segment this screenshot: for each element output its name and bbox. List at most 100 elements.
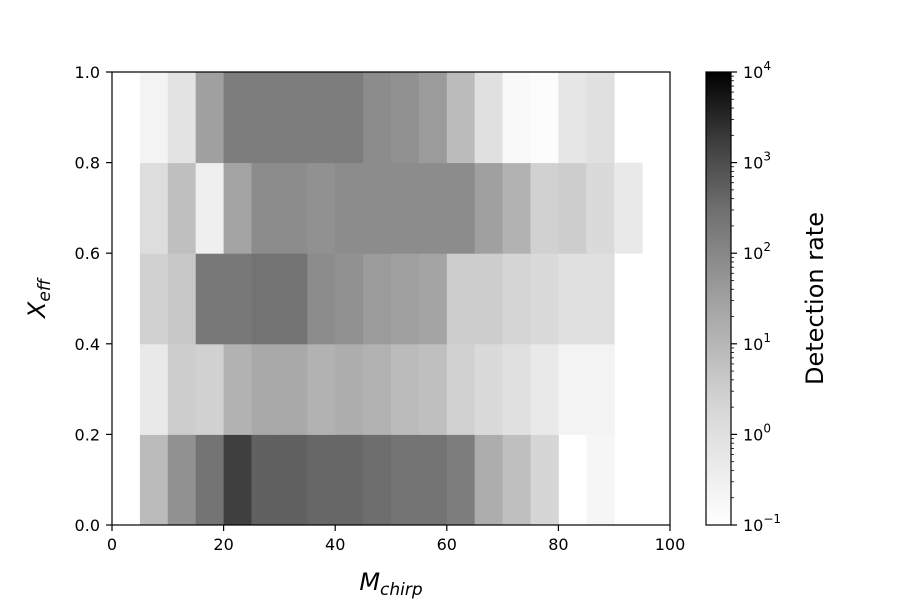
heatmap-cell [167, 434, 197, 526]
heatmap-cell [307, 162, 336, 254]
x-tick-label: 80 [548, 535, 568, 554]
x-tick-label: 60 [437, 535, 457, 554]
heatmap-cell [474, 162, 504, 254]
axes: 0 20 40 60 80 100 0.0 0.2 0.4 0.6 0.8 1.0 Mchirp Xeff [23, 63, 685, 600]
heatmap-cell [530, 72, 559, 164]
colorbar-tick-label: 103 [743, 150, 771, 173]
y-tick-label: 0.6 [75, 244, 100, 263]
y-tick-label: 1.0 [75, 63, 100, 82]
heatmap-cell [195, 253, 225, 345]
heatmap-cell [167, 72, 197, 164]
heatmap-cell [474, 434, 504, 526]
heatmap-cell [167, 162, 197, 254]
heatmap-cell [363, 72, 392, 164]
heatmap-cell [335, 343, 364, 435]
heatmap-cell [139, 343, 169, 435]
heatmap-cell [391, 162, 420, 254]
heatmap-cell [167, 343, 197, 435]
heatmap-cell [391, 72, 420, 164]
y-tick-label: 0.0 [75, 516, 100, 535]
heatmap-cell [139, 434, 169, 526]
heatmap-cell [307, 72, 336, 164]
heatmap-cell [335, 162, 364, 254]
heatmap-cell [558, 253, 587, 345]
heatmap-cell [530, 434, 559, 526]
heatmap-cell [223, 72, 252, 164]
heatmap-cell [251, 343, 280, 435]
colorbar-gradient [705, 71, 732, 526]
y-axis-title: Xeff [23, 277, 55, 320]
heatmap-cell [502, 253, 531, 345]
heatmap-cell [391, 343, 420, 435]
heatmap-cell [223, 434, 252, 526]
heatmap-cell [195, 343, 225, 435]
heatmap-cell [418, 162, 448, 254]
heatmap-cell [363, 162, 392, 254]
heatmap-cell [502, 343, 531, 435]
heatmap-cell [586, 162, 615, 254]
y-tick-label: 0.2 [75, 425, 100, 444]
heatmap-cells [139, 72, 643, 526]
heatmap-cell [418, 253, 448, 345]
heatmap-cell [391, 253, 420, 345]
x-tick-label: 100 [655, 535, 686, 554]
heatmap-cell [446, 434, 476, 526]
heatmap-cell [223, 253, 252, 345]
heatmap-cell [418, 343, 448, 435]
y-tick-label: 0.8 [75, 154, 100, 173]
heatmap-cell [307, 253, 336, 345]
heatmap-cell [251, 434, 280, 526]
colorbar-tick-label: 102 [743, 240, 771, 263]
heatmap-cell [558, 343, 587, 435]
heatmap-cell [391, 434, 420, 526]
heatmap-cell [586, 253, 615, 345]
heatmap-cell [446, 72, 476, 164]
plot-frame [111, 71, 671, 526]
heatmap-cell [335, 72, 364, 164]
heatmap-cell [279, 162, 308, 254]
heatmap-cell [251, 162, 280, 254]
heatmap-cell [418, 434, 448, 526]
heatmap-cell [558, 162, 587, 254]
heatmap-cell [279, 72, 308, 164]
heatmap-cell [530, 162, 559, 254]
heatmap-cell [474, 343, 504, 435]
heatmap-cell [474, 72, 504, 164]
heatmap-cell [223, 162, 252, 254]
heatmap-cell [502, 162, 531, 254]
colorbar: 10−1 100 101 102 103 104 Detection rate [705, 59, 829, 535]
heatmap-cell [335, 434, 364, 526]
colorbar-tick-label: 101 [743, 331, 771, 354]
heatmap-cell [307, 434, 336, 526]
heatmap-cell [502, 434, 531, 526]
colorbar-tick-label: 100 [743, 421, 771, 444]
heatmap-cell [251, 72, 280, 164]
heatmap-cell [530, 343, 559, 435]
colorbar-tick-label: 10−1 [743, 512, 781, 535]
heatmap-cell [446, 343, 476, 435]
heatmap-cell [363, 253, 392, 345]
heatmap-cell [139, 72, 169, 164]
colorbar-tick-label: 104 [743, 59, 771, 82]
heatmap-cell [446, 253, 476, 345]
heatmap-cell [139, 162, 169, 254]
heatmap-cell [223, 343, 252, 435]
heatmap-cell [474, 253, 504, 345]
heatmap-cell [335, 253, 364, 345]
heatmap-cell [251, 253, 280, 345]
heatmap-cell [139, 253, 169, 345]
heatmap-cell [586, 434, 615, 526]
colorbar-title: Detection rate [801, 212, 829, 385]
heatmap-cell [167, 253, 197, 345]
heatmap-cell [558, 72, 587, 164]
x-tick-label: 0 [107, 535, 117, 554]
x-tick-label: 40 [325, 535, 345, 554]
heatmap-cell [279, 253, 308, 345]
heatmap-cell [586, 343, 615, 435]
heatmap-cell [614, 162, 643, 254]
heatmap-cell [307, 343, 336, 435]
heatmap-cell [418, 72, 448, 164]
heatmap-cell [363, 434, 392, 526]
